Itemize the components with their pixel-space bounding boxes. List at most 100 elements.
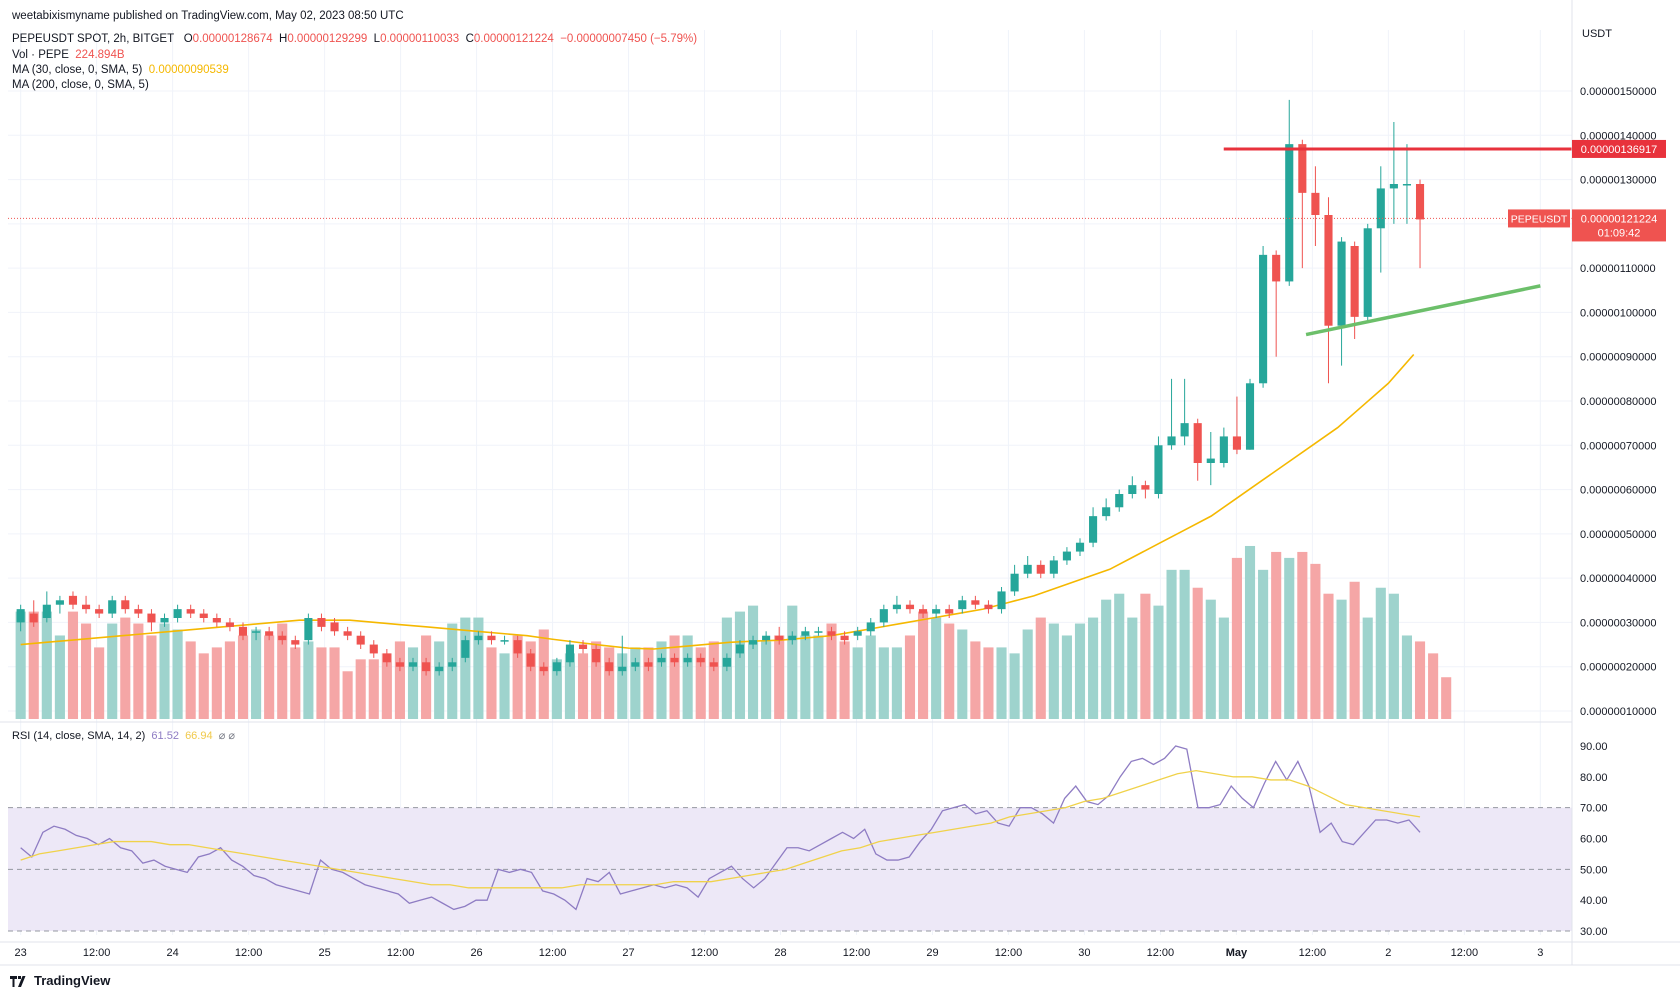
volume-bar [1022,629,1033,719]
price-tick-label: 0.00000140000 [1580,130,1656,142]
ma30-legend-value: 0.00000090539 [148,64,229,76]
rsi-tick-label: 90.00 [1580,741,1608,753]
volume-legend[interactable]: Vol · PEPE 224.894B [12,48,125,63]
volume-bar [1414,641,1426,719]
candle-body [1285,144,1294,282]
rsi-legend-value: 61.52 [151,730,179,742]
time-tick-label: 3 [1537,947,1543,959]
volume-bar [669,635,680,719]
volume-bar [94,647,105,719]
candle-body [578,644,588,649]
candle-body [29,613,38,623]
volume-bar [185,641,196,719]
time-tick-label: 12:00 [691,947,719,959]
candle-body [356,635,365,645]
time-tick-label: 28 [774,947,786,959]
symbol-tag-label: PEPEUSDT [1511,213,1568,225]
volume-bar [904,635,916,719]
ma30-line [20,353,1415,650]
candle-body [905,604,915,610]
price-tick-label: 0.00000040000 [1580,573,1656,585]
ohlc-high: 0.00000129299 [287,33,368,45]
rsi-panel: 30.00 40.00 50.00 60.00 70.00 80.00 90.00 [8,741,1608,938]
candle-body [500,640,509,642]
candle-body [173,609,182,618]
candle-body [68,595,78,605]
candle-body [160,618,169,623]
candle-body [526,653,535,667]
candle-body [1115,494,1124,508]
candle-body [971,600,980,605]
resistance-tag-label: 0.00000136917 [1581,144,1657,156]
volume-bar [1074,623,1086,719]
volume-bar [355,659,366,719]
volume-bar [1244,545,1256,719]
symbol-legend[interactable]: PEPEUSDT SPOT, 2h, BITGET O0.00000128674… [12,32,697,47]
candle-body [435,666,444,672]
candle-body [1415,184,1425,220]
ohlc-l-label: L [373,33,381,45]
volume-bar [237,635,249,719]
candle-body [1219,436,1228,463]
volume-bar [1140,593,1151,719]
candle-body [853,631,862,636]
volume-bar [577,653,589,719]
price-tags: 0.00000136917 PEPEUSDT 0.00000121224 01:09:… [1508,139,1666,242]
time-tick-label: 12:00 [995,947,1023,959]
volume-bar [1114,593,1125,719]
volume-bar [1375,587,1386,719]
candle-body [1376,188,1385,229]
symbol-tag-bg [1508,209,1570,228]
ma30-polyline [20,353,1415,650]
candle-body [1402,184,1412,186]
candle-body [696,657,705,663]
volume-bar [1310,563,1321,719]
candle-body [487,635,496,641]
candle-body [618,666,627,672]
volume-bar [460,617,471,719]
ohlc-close: 0.00000121224 [473,33,554,45]
volume-bar [172,629,183,719]
resistance-tag-bg [1572,139,1666,158]
candle-body [1193,423,1202,463]
volume-bar [303,641,314,719]
candle-body [631,662,640,667]
volume-bar [1192,587,1203,719]
candle-body [121,600,130,610]
volume-bar [1048,623,1059,719]
candle-body [814,631,823,633]
rsi-tick-label: 80.00 [1580,772,1608,784]
candle-body [1089,516,1098,543]
price-tick-label: 0.00000060000 [1580,485,1656,497]
candle-body [1036,564,1045,574]
volume-bar [878,647,889,719]
publisher-line: weetabixismyname published on TradingVie… [12,10,404,22]
candle-body [997,591,1006,610]
candle-body [16,609,25,623]
candle-body [186,609,195,614]
candles [16,99,1425,676]
time-tick-label: 12:00 [1299,947,1327,959]
ma200-legend[interactable]: MA (200, close, 0, SMA, 5) [12,78,149,93]
candle-body [592,649,601,663]
symbol-name: PEPEUSDT SPOT, 2h, BITGET [12,33,175,45]
volume-bar [970,641,981,719]
rsi-legend[interactable]: RSI (14, close, SMA, 14, 2) 61.52 66.94 … [12,729,235,742]
tradingview-logo[interactable]: TradingView [10,973,110,988]
support-line [1305,284,1541,337]
candle-body [1167,436,1176,446]
ma30-legend[interactable]: MA (30, close, 0, SMA, 5) 0.00000090539 [12,63,229,78]
volume-bar [264,635,275,719]
volume-bar [695,647,706,719]
candle-body [1245,383,1255,450]
candle-body [565,644,575,663]
volume-legend-value: 224.894B [75,49,125,61]
volume-bar [708,641,719,719]
volume-bar [133,623,144,719]
volume-bar [1271,551,1282,719]
grid [8,30,1572,935]
volume-bar [1284,557,1295,719]
ohlc-open: 0.00000128674 [192,33,273,45]
volume-bar [918,611,929,719]
